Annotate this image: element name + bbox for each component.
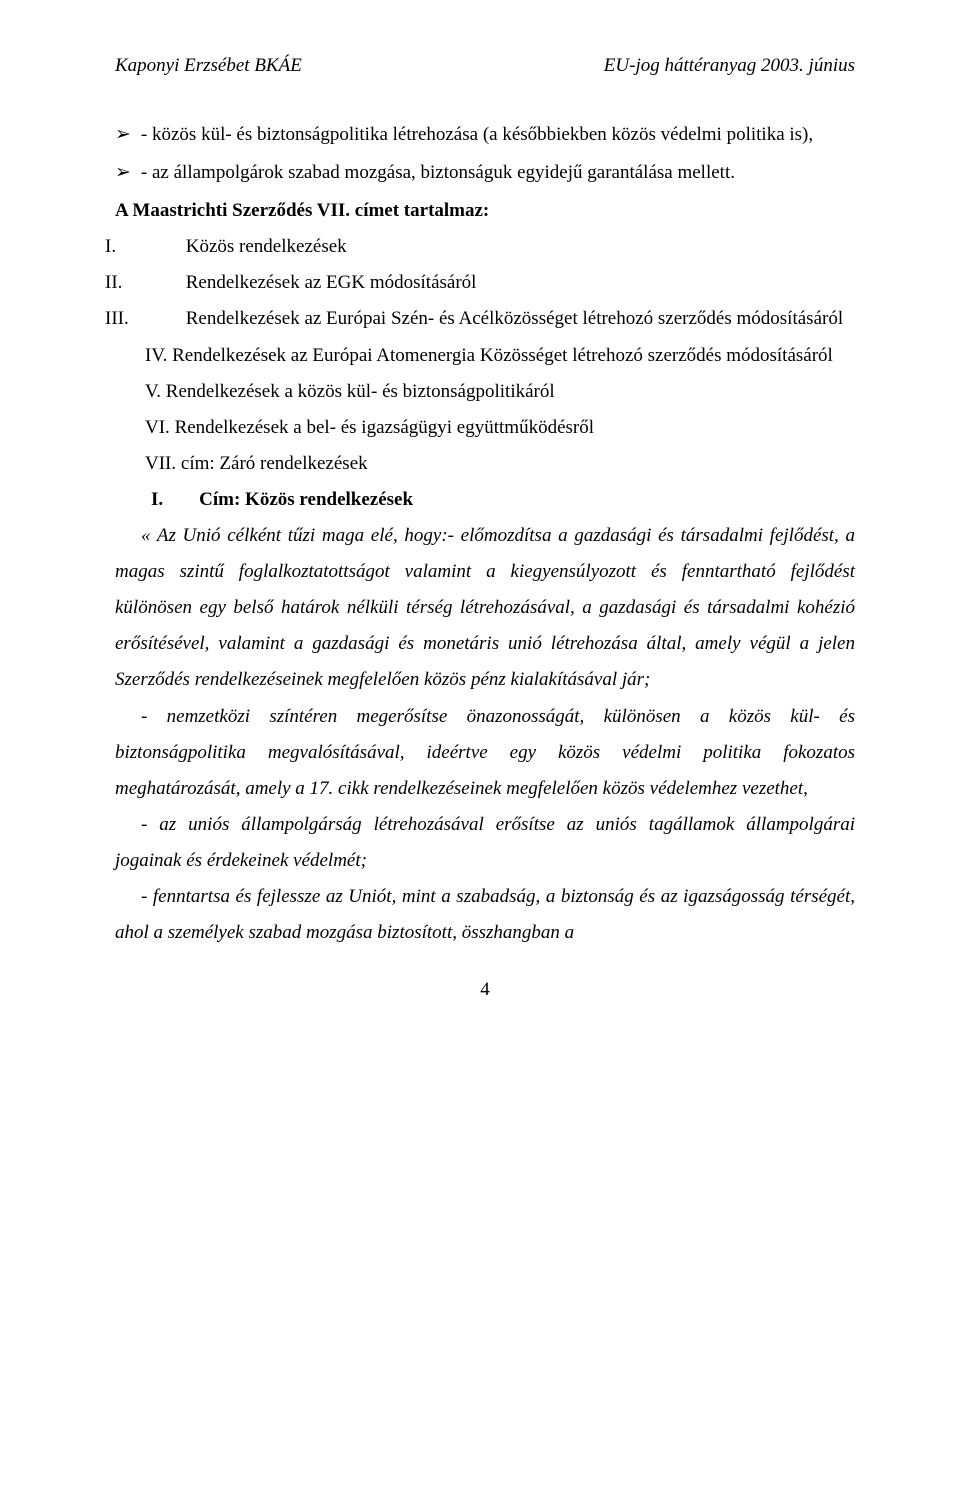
header-left: Kaponyi Erzsébet BKÁE xyxy=(115,55,302,77)
roman-text: Rendelkezések a bel- és igazságügyi együ… xyxy=(175,417,594,438)
bullet-text: - közös kül- és biztonságpolitika létreh… xyxy=(141,117,855,153)
document-body: ➢ - közös kül- és biztonságpolitika létr… xyxy=(115,117,855,951)
section-roman: I. xyxy=(151,489,163,510)
roman-list-item: IV. Rendelkezések az Európai Atomenergia… xyxy=(145,338,855,374)
roman-list-item: I. Közös rendelkezések xyxy=(145,229,855,265)
roman-text: Rendelkezések az Európai Szén- és Acélkö… xyxy=(186,308,843,329)
page-header: Kaponyi Erzsébet BKÁE EU-jog háttéranyag… xyxy=(115,55,855,77)
roman-numeral: II. xyxy=(145,265,181,301)
roman-text: Rendelkezések az Európai Atomenergia Köz… xyxy=(172,345,833,366)
roman-text: cím: Záró rendelkezések xyxy=(181,453,368,474)
roman-list-item: II. Rendelkezések az EGK módosításáról xyxy=(145,265,855,301)
bullet-item: ➢ - közös kül- és biztonságpolitika létr… xyxy=(115,117,855,153)
roman-numeral: IV. xyxy=(145,345,167,366)
bullet-text: - az állampolgárok szabad mozgása, bizto… xyxy=(141,155,855,191)
roman-text: Közös rendelkezések xyxy=(186,236,347,257)
page-number: 4 xyxy=(115,979,855,1001)
bullet-item: ➢ - az állampolgárok szabad mozgása, biz… xyxy=(115,155,855,191)
roman-numeral: VI. xyxy=(145,417,170,438)
bullet-marker-icon: ➢ xyxy=(115,117,131,153)
roman-list-item: V. Rendelkezések a közös kül- és biztons… xyxy=(145,374,855,410)
roman-text: Rendelkezések a közös kül- és biztonságp… xyxy=(166,381,555,402)
quote-paragraph: - fenntartsa és fejlessze az Uniót, mint… xyxy=(115,879,855,951)
section-title-text: Cím: Közös rendelkezések xyxy=(199,489,413,510)
quote-block: « Az Unió célként tűzi maga elé, hogy:- … xyxy=(115,518,855,951)
roman-list-item: VI. Rendelkezések a bel- és igazságügyi … xyxy=(145,410,855,446)
roman-list-item: VII. cím: Záró rendelkezések xyxy=(145,446,855,482)
quote-paragraph: - az uniós állampolgárság létrehozásával… xyxy=(115,807,855,879)
quote-paragraph: « Az Unió célként tűzi maga elé, hogy:- … xyxy=(115,518,855,698)
roman-list-item: III. Rendelkezések az Európai Szén- és A… xyxy=(145,301,855,337)
quote-paragraph: - nemzetközi színtéren megerősítse önazo… xyxy=(115,699,855,807)
intro-heading: A Maastrichti Szerződés VII. címet tarta… xyxy=(115,193,855,229)
roman-numeral: III. xyxy=(145,301,181,337)
roman-numeral: V. xyxy=(145,381,161,402)
roman-numeral: I. xyxy=(145,229,181,265)
section-heading: I. Cím: Közös rendelkezések xyxy=(115,482,855,518)
header-right: EU-jog háttéranyag 2003. június xyxy=(604,55,855,77)
bullet-marker-icon: ➢ xyxy=(115,155,131,191)
roman-text: Rendelkezések az EGK módosításáról xyxy=(186,272,477,293)
roman-numeral: VII. xyxy=(145,453,176,474)
